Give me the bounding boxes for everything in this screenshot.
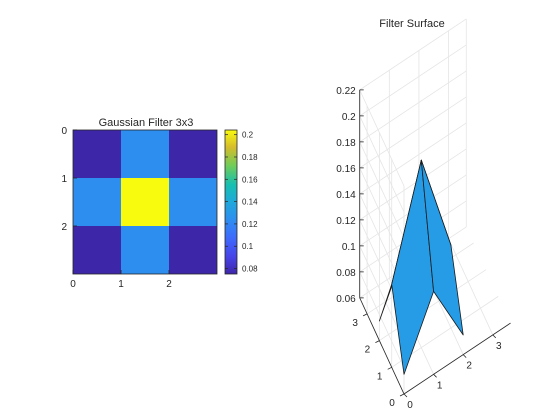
- colorbar-ticks: 0.08 0.1 0.12 0.14 0.16 0.18 0.2: [225, 131, 258, 274]
- heatmap-cell: [73, 130, 121, 178]
- x-tick-mark: [433, 374, 437, 378]
- z-tick-label: 0.06: [336, 294, 356, 305]
- heatmap-cell: [73, 226, 121, 274]
- surface-z-ticks: 0.06 0.08 0.1 0.12 0.14 0.16 0.18 0.2 0.22: [336, 86, 364, 305]
- y-tick-label: 1: [61, 174, 67, 185]
- heatmap-cell: [121, 130, 169, 178]
- surface-x-ticks: 0 1 2 3: [403, 334, 502, 411]
- grid-line: [359, 167, 405, 265]
- heatmap-cell: [169, 130, 217, 178]
- z-tick-label: 0.2: [342, 112, 356, 123]
- heatmap-title: Gaussian Filter 3x3: [99, 117, 194, 129]
- surface-y-ticks: 0 1 2 3: [352, 313, 405, 409]
- heatmap-cell: [169, 178, 217, 226]
- x-tick-mark: [492, 334, 497, 339]
- y-tick-mark: [387, 366, 392, 370]
- colorbar-tick-label: 0.2: [242, 131, 254, 140]
- y-tick-label: 0: [389, 398, 395, 409]
- x-tick-label: 2: [466, 361, 472, 372]
- heatmap-cell: [73, 178, 121, 226]
- surface-title: Filter Surface: [379, 18, 444, 30]
- heatmap-cell: [121, 226, 169, 274]
- colorbar-tick-label: 0.1: [242, 242, 254, 251]
- colorbar-tick-label: 0.12: [242, 220, 258, 229]
- z-tick-label: 0.08: [336, 268, 356, 279]
- heatmap-cell: [121, 178, 169, 226]
- x-tick-label: 0: [407, 400, 413, 411]
- z-tick-label: 0.22: [336, 86, 356, 97]
- colorbar-tick-label: 0.08: [242, 265, 258, 274]
- colorbar: 0.08 0.1 0.12 0.14 0.16 0.18 0.2: [224, 129, 258, 275]
- grid-line: [359, 44, 467, 117]
- colorbar-tick-label: 0.14: [242, 198, 258, 207]
- heatmap-chart: Gaussian Filter 3x3 0 1 2 0 1 2: [61, 117, 218, 290]
- colorbar-tick-label: 0.18: [242, 153, 258, 162]
- x-tick-mark: [462, 354, 467, 358]
- x-tick-label: 2: [166, 279, 172, 290]
- heatmap-cell: [169, 226, 217, 274]
- surface-chart: Filter Surface 0.060.080.10.120.140.160.…: [336, 18, 511, 411]
- grid-line: [359, 96, 467, 169]
- grid-line: [359, 141, 405, 239]
- grid-line: [359, 89, 405, 187]
- z-tick-label: 0.1: [342, 242, 356, 253]
- z-tick-label: 0.14: [336, 190, 356, 201]
- colorbar-gradient: [224, 129, 238, 275]
- y-tick-label: 2: [61, 222, 67, 233]
- y-tick-label: 3: [352, 318, 358, 329]
- z-tick-label: 0.18: [336, 138, 356, 149]
- x-tick-label: 3: [496, 341, 502, 352]
- x-tick-mark: [403, 393, 408, 398]
- z-tick-label: 0.16: [336, 164, 356, 175]
- grid-line: [359, 115, 405, 213]
- y-tick-mark: [375, 340, 380, 343]
- grid-line: [359, 122, 467, 195]
- x-axis-line: [403, 322, 511, 395]
- heatmap-cells: [73, 130, 217, 274]
- colorbar-tick-label: 0.16: [242, 175, 258, 184]
- heatmap-y-ticks: 0 1 2: [61, 126, 77, 233]
- z-tick-label: 0.12: [336, 216, 356, 227]
- y-tick-label: 1: [377, 371, 383, 382]
- y-tick-mark: [362, 313, 368, 317]
- y-tick-label: 2: [365, 345, 371, 356]
- grid-line: [359, 18, 467, 91]
- x-tick-label: 1: [437, 380, 443, 391]
- surface-patch: [420, 159, 464, 336]
- y-tick-label: 0: [61, 126, 67, 137]
- heatmap-x-ticks: 0 1 2: [70, 270, 172, 290]
- y-tick-mark: [399, 393, 405, 397]
- grid-line: [359, 70, 467, 143]
- surface-patches: [378, 159, 464, 375]
- x-tick-label: 1: [118, 279, 124, 290]
- x-tick-label: 0: [70, 279, 76, 290]
- heatmap-axes-box: [72, 129, 218, 275]
